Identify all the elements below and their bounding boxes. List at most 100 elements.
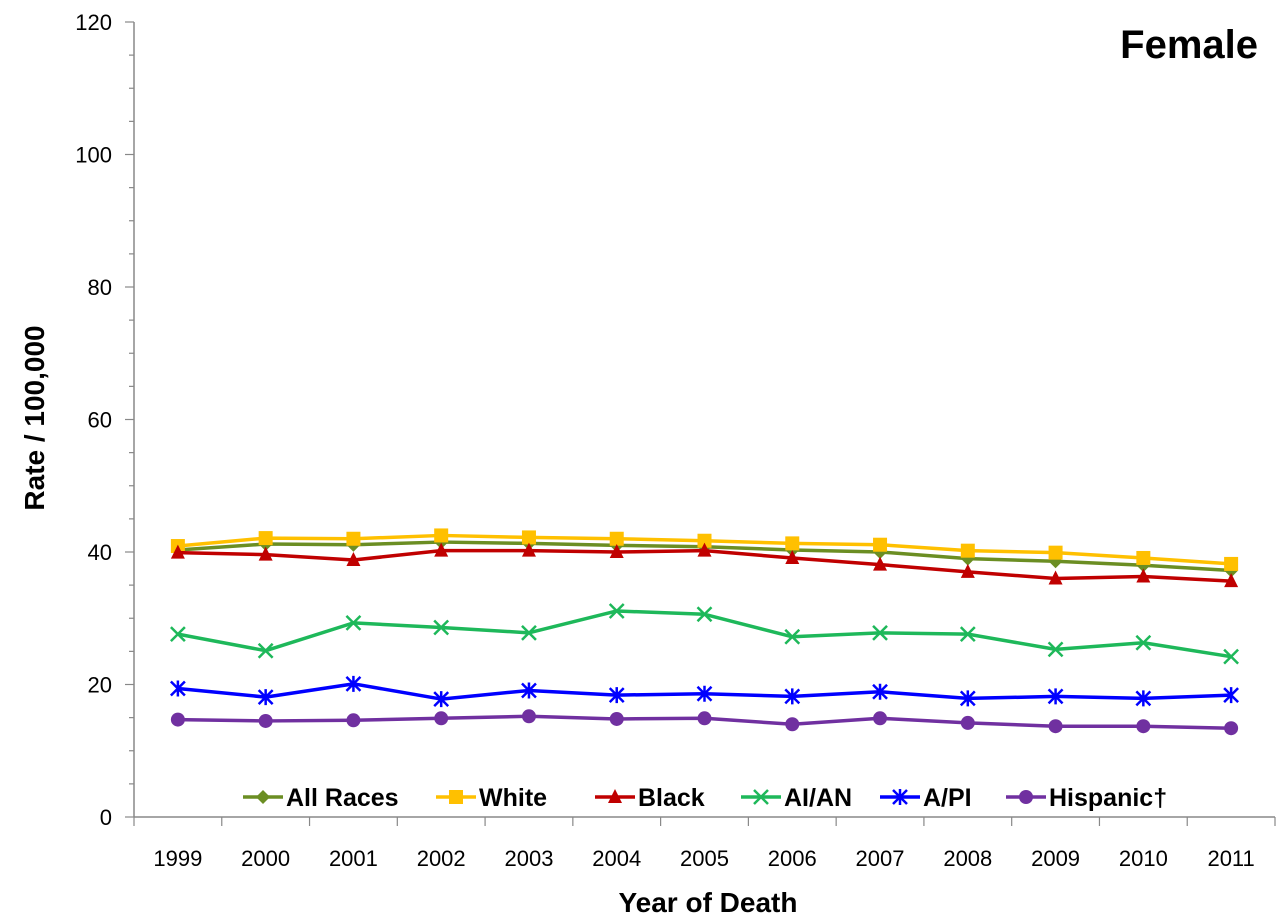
data-point: [521, 682, 537, 699]
data-point: [1135, 634, 1152, 651]
data-point: [1223, 648, 1240, 665]
y-axis-title: Rate / 100,000: [19, 325, 50, 510]
data-point: [345, 615, 362, 631]
data-point: [170, 680, 186, 697]
data-point: [697, 542, 712, 557]
data-point: [608, 687, 625, 704]
data-point: [346, 551, 361, 566]
x-tick-label: 2001: [329, 846, 378, 871]
data-point: [257, 642, 274, 659]
data-point: [521, 530, 536, 545]
data-point: [170, 712, 185, 727]
data-point: [521, 624, 537, 641]
data-point: [960, 543, 975, 558]
y-tick-label: 120: [75, 10, 112, 35]
data-point: [609, 711, 624, 726]
y-tick-label: 80: [88, 275, 112, 300]
series-line: [177, 609, 1232, 659]
data-point: [1136, 550, 1151, 565]
x-tick-label: 2011: [1207, 846, 1254, 871]
x-tick-label: 2000: [241, 846, 290, 871]
x-tick-label: 2005: [680, 846, 729, 871]
data-point: [873, 711, 888, 726]
x-tick-label: 2009: [1031, 846, 1080, 871]
y-tick-label: 20: [88, 673, 112, 698]
legend-marker: [256, 790, 270, 804]
data-point: [1135, 690, 1152, 707]
legend-marker: [1019, 790, 1033, 804]
data-point: [1047, 641, 1064, 658]
series-2: [170, 542, 1239, 588]
x-tick-label: 2007: [856, 846, 905, 871]
legend-marker: [449, 790, 463, 804]
data-point: [785, 549, 800, 564]
legend-label: All Races: [286, 784, 399, 812]
legend-marker: [753, 789, 769, 805]
data-point: [959, 690, 976, 707]
data-point: [1048, 545, 1063, 560]
chart-title: Female: [1120, 23, 1258, 67]
x-tick-label: 2002: [417, 846, 466, 871]
series-layer: [170, 528, 1240, 736]
data-point: [1136, 719, 1151, 734]
data-point: [872, 683, 888, 700]
y-tick-label: 40: [88, 540, 112, 565]
y-tick-label: 100: [75, 143, 112, 168]
series-5: [170, 709, 1239, 736]
legend-entry: A/PI: [880, 784, 972, 812]
data-point: [959, 626, 976, 643]
x-tick-label: 2004: [592, 846, 641, 871]
legend-entry: AI/AN: [741, 784, 852, 812]
data-point: [521, 542, 536, 557]
legend-marker: [608, 789, 622, 803]
data-point: [785, 717, 800, 732]
legend: All Races White Black AI/AN A/PI Hispanic†: [243, 784, 1167, 812]
data-point: [1048, 570, 1063, 585]
data-point: [697, 711, 712, 726]
data-point: [433, 619, 450, 636]
legend-marker: [892, 789, 908, 805]
data-point: [345, 675, 362, 692]
data-point: [697, 533, 712, 548]
data-point: [609, 544, 624, 558]
series-1: [170, 528, 1239, 571]
data-point: [257, 689, 274, 706]
x-tick-label: 2003: [504, 846, 553, 871]
data-point: [1047, 688, 1064, 705]
data-point: [609, 531, 624, 546]
x-tick-label: 2006: [768, 846, 817, 871]
data-point: [784, 628, 801, 645]
data-point: [346, 531, 361, 546]
data-point: [873, 537, 888, 552]
legend-entry: Hispanic†: [1006, 784, 1167, 812]
data-point: [873, 556, 888, 571]
legend-label: Hispanic†: [1049, 784, 1167, 812]
x-tick-label: 1999: [153, 846, 202, 871]
data-point: [258, 546, 273, 561]
data-point: [872, 624, 888, 641]
data-point: [170, 626, 186, 643]
data-point: [784, 688, 801, 705]
data-point: [1224, 573, 1239, 588]
data-point: [960, 563, 975, 578]
data-point: [521, 709, 536, 724]
legend-entry: All Races: [243, 784, 399, 812]
data-point: [433, 691, 450, 708]
data-point: [258, 531, 273, 546]
data-point: [258, 713, 273, 728]
data-point: [434, 711, 449, 726]
data-point: [1223, 687, 1240, 704]
data-point: [434, 528, 449, 543]
data-point: [696, 606, 713, 623]
series-4: [170, 675, 1240, 708]
legend-entry: White: [436, 784, 547, 812]
data-point: [1224, 721, 1239, 736]
axes: 0 20 40 60 80 100 120 1999 2000 2001 2002 2003 2004 2…: [75, 10, 1276, 871]
legend-label: Black: [638, 784, 705, 812]
legend-label: AI/AN: [784, 784, 852, 812]
data-point: [960, 715, 975, 730]
legend-label: White: [479, 784, 547, 812]
data-point: [346, 713, 361, 728]
data-point: [785, 536, 800, 551]
